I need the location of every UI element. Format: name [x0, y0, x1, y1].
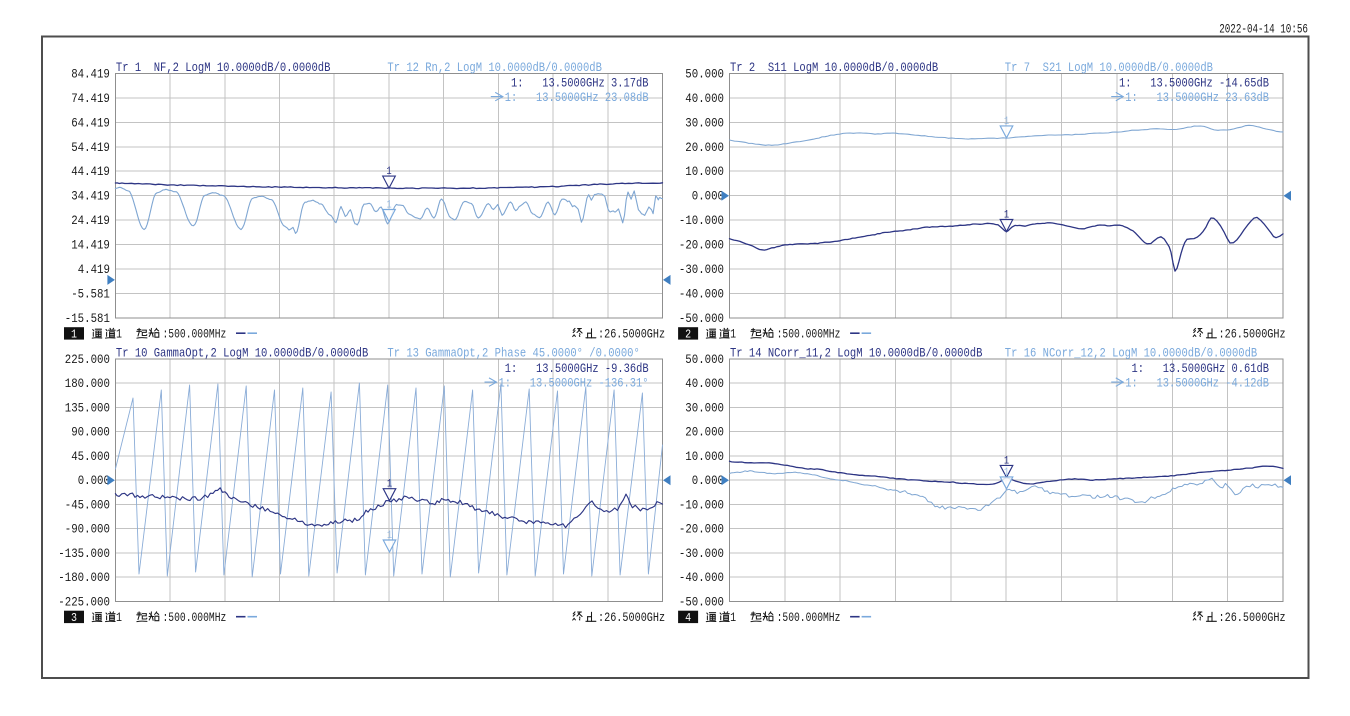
svg-text:Tr 14 NCorr_11,2 LogM 10.0000d: Tr 14 NCorr_11,2 LogM 10.0000dB/0.0000dB: [730, 346, 983, 361]
svg-text::26.5000GHz: :26.5000GHz: [598, 326, 665, 341]
svg-text:1: 1: [386, 200, 392, 212]
svg-text:4: 4: [685, 612, 691, 625]
svg-text:Tr 16 NCorr_12,2 LogM 10.0000d: Tr 16 NCorr_12,2 LogM 10.0000dB/0.0000dB: [1005, 346, 1258, 361]
svg-text:24.419: 24.419: [71, 213, 110, 228]
svg-text:-50.000: -50.000: [679, 595, 724, 610]
svg-text::500.000MHz: :500.000MHz: [163, 326, 227, 341]
svg-text:90.000: 90.000: [71, 425, 110, 440]
svg-text:1: 1: [730, 326, 736, 341]
svg-text:1: 1: [1004, 210, 1010, 222]
svg-text:3: 3: [71, 612, 77, 625]
svg-text:-225.000: -225.000: [58, 595, 110, 610]
svg-text:2022-04-14 10:56: 2022-04-14 10:56: [1219, 23, 1308, 37]
svg-text:2: 2: [685, 329, 691, 342]
svg-text:1: 13.5000GHz 23.08dB: 1: 13.5000GHz 23.08dB: [505, 90, 649, 105]
svg-text:10.000: 10.000: [685, 164, 724, 179]
svg-text:44.419: 44.419: [71, 164, 110, 179]
svg-text:135.000: 135.000: [65, 400, 110, 415]
svg-text:-50.000: -50.000: [679, 311, 724, 326]
svg-text:Tr 13 GammaOpt,2 Phase 45.0000: Tr 13 GammaOpt,2 Phase 45.0000° /0.0000°: [387, 346, 639, 361]
svg-text:30.000: 30.000: [685, 115, 724, 130]
svg-text::500.000MHz: :500.000MHz: [777, 610, 841, 625]
svg-text:-10.000: -10.000: [679, 498, 724, 513]
svg-text:40.000: 40.000: [685, 376, 724, 391]
svg-text:1: 1: [386, 166, 392, 178]
svg-text:1: 1: [71, 329, 77, 342]
svg-text:0.000: 0.000: [692, 189, 724, 204]
svg-text:1: 13.5000GHz -4.12dB: 1: 13.5000GHz -4.12dB: [1125, 376, 1269, 391]
svg-text:0.000: 0.000: [692, 473, 724, 488]
svg-text:-10.000: -10.000: [679, 213, 724, 228]
svg-text:-5.581: -5.581: [71, 287, 110, 302]
svg-text:1: 13.5000GHz 0.61dB: 1: 13.5000GHz 0.61dB: [1132, 361, 1270, 376]
svg-text::500.000MHz: :500.000MHz: [777, 326, 841, 341]
svg-text:-20.000: -20.000: [679, 522, 724, 537]
svg-text:1: 13.5000GHz 3.17dB: 1: 13.5000GHz 3.17dB: [511, 76, 649, 91]
svg-text:Tr 10 GammaOpt,2 LogM 10.0000d: Tr 10 GammaOpt,2 LogM 10.0000dB/0.0000dB: [116, 346, 369, 361]
svg-text:54.419: 54.419: [71, 140, 110, 155]
svg-text:-90.000: -90.000: [65, 522, 110, 537]
svg-text:225.000: 225.000: [65, 352, 110, 367]
svg-text:1: 13.5000GHz -14.65dB: 1: 13.5000GHz -14.65dB: [1119, 76, 1269, 91]
svg-text:1: 1: [730, 610, 736, 625]
svg-text:-180.000: -180.000: [58, 570, 110, 585]
svg-text:84.419: 84.419: [71, 66, 110, 81]
svg-text:1: 1: [116, 326, 122, 341]
svg-text:1: 1: [1004, 455, 1010, 467]
svg-text::26.5000GHz: :26.5000GHz: [598, 610, 665, 625]
svg-text:-40.000: -40.000: [679, 287, 724, 302]
svg-text:1: 1: [1004, 116, 1010, 128]
svg-text:-30.000: -30.000: [679, 546, 724, 561]
svg-text:-135.000: -135.000: [58, 546, 110, 561]
svg-text::26.5000GHz: :26.5000GHz: [1219, 326, 1286, 341]
svg-text:4.419: 4.419: [78, 262, 110, 277]
svg-text:64.419: 64.419: [71, 115, 110, 130]
svg-text:74.419: 74.419: [71, 91, 110, 106]
svg-text:50.000: 50.000: [685, 66, 724, 81]
svg-text:14.419: 14.419: [71, 238, 110, 253]
svg-text:Tr 12 Rn,2 LogM 10.0000dB/0.00: Tr 12 Rn,2 LogM 10.0000dB/0.0000dB: [387, 60, 602, 75]
svg-text:180.000: 180.000: [65, 376, 110, 391]
svg-text:45.000: 45.000: [71, 449, 110, 464]
svg-text:30.000: 30.000: [685, 400, 724, 415]
svg-text:Tr 7 S21 LogM 10.0000dB/0.000: Tr 7 S21 LogM 10.0000dB/0.0000dB: [1005, 60, 1213, 75]
svg-text:10.000: 10.000: [685, 449, 724, 464]
svg-text::26.5000GHz: :26.5000GHz: [1219, 610, 1286, 625]
svg-text:1: 1: [387, 479, 393, 491]
svg-text:1: 13.5000GHz 23.63dB: 1: 13.5000GHz 23.63dB: [1125, 90, 1269, 105]
svg-text:-40.000: -40.000: [679, 570, 724, 585]
svg-text:Tr 1 NF,2 LogM 10.0000dB/0.00: Tr 1 NF,2 LogM 10.0000dB/0.0000dB: [116, 60, 331, 75]
svg-text:34.419: 34.419: [71, 189, 110, 204]
svg-text:1: 13.5000GHz -136.31°: 1: 13.5000GHz -136.31°: [499, 376, 649, 391]
svg-text:20.000: 20.000: [685, 425, 724, 440]
svg-text:Tr 2 S11 LogM 10.0000dB/0.000: Tr 2 S11 LogM 10.0000dB/0.0000dB: [730, 60, 938, 75]
svg-text:-45.000: -45.000: [65, 498, 110, 513]
svg-text:50.000: 50.000: [685, 352, 724, 367]
svg-text:1: 1: [387, 530, 393, 542]
svg-text:-20.000: -20.000: [679, 238, 724, 253]
svg-text:1: 1: [116, 610, 122, 625]
svg-text:1: 1: [1004, 467, 1010, 479]
svg-text:0.000: 0.000: [78, 473, 110, 488]
svg-text:-15.581: -15.581: [65, 311, 110, 326]
svg-text:20.000: 20.000: [685, 140, 724, 155]
svg-text::500.000MHz: :500.000MHz: [163, 610, 227, 625]
svg-text:-30.000: -30.000: [679, 262, 724, 277]
svg-text:40.000: 40.000: [685, 91, 724, 106]
svg-text:1: 13.5000GHz -9.36dB: 1: 13.5000GHz -9.36dB: [505, 361, 649, 376]
